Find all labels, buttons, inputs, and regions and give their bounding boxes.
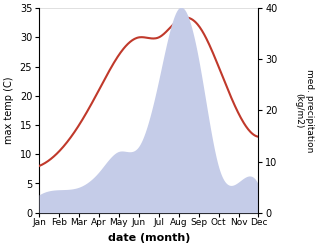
X-axis label: date (month): date (month) <box>107 233 190 243</box>
Y-axis label: max temp (C): max temp (C) <box>4 77 14 144</box>
Y-axis label: med. precipitation
(kg/m2): med. precipitation (kg/m2) <box>294 69 314 152</box>
